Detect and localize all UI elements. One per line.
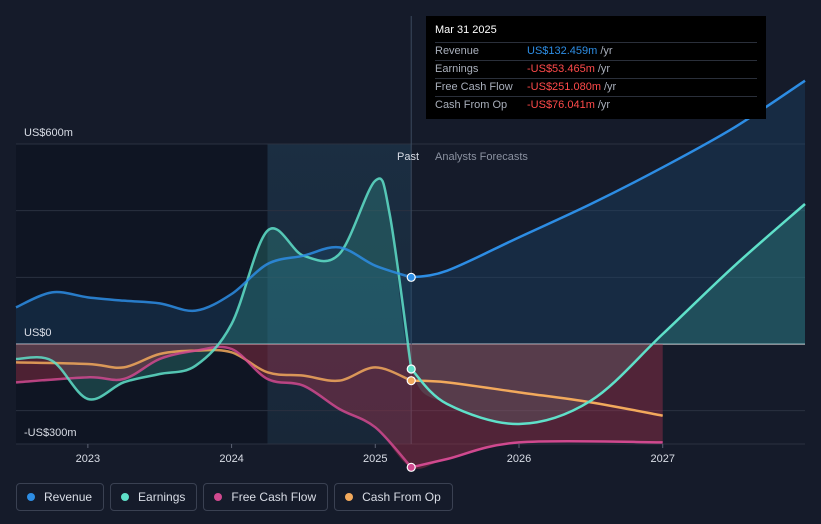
- y-label-top: US$600m: [24, 127, 73, 139]
- tooltip-unit: /yr: [597, 99, 611, 111]
- tooltip-row-cash-from-op: Cash From Op -US$76.041m /yr: [435, 96, 757, 114]
- tooltip-unit: /yr: [604, 81, 617, 93]
- tooltip-row-earnings: Earnings -US$53.465m /yr: [435, 60, 757, 78]
- tooltip-row-free-cash-flow: Free Cash Flow -US$251.080m /yr: [435, 78, 757, 96]
- tooltip-unit: /yr: [597, 63, 611, 75]
- tooltip-value: -US$76.041m: [527, 99, 595, 111]
- legend-item-free-cash-flow[interactable]: Free Cash Flow: [203, 483, 329, 511]
- highlight-region: [267, 144, 412, 444]
- tooltip-label: Cash From Op: [435, 99, 508, 111]
- legend-item-earnings[interactable]: Earnings: [110, 483, 198, 511]
- earnings-area: [16, 178, 805, 425]
- tooltip-value: -US$251.080m: [527, 81, 601, 93]
- legend-item-cash-from-op[interactable]: Cash From Op: [334, 483, 453, 511]
- legend-dot-icon: [214, 493, 223, 501]
- earnings-line-forecast: [410, 203, 806, 426]
- legend-label: Earnings: [138, 490, 186, 504]
- past-label: Past: [397, 151, 419, 163]
- legend-dot-icon: [345, 493, 354, 501]
- legend-label: Cash From Op: [362, 490, 441, 504]
- tooltip: Mar 31 2025 Revenue US$132.459m /yr Earn…: [426, 16, 766, 119]
- legend-dot-icon: [121, 493, 130, 501]
- tooltip-row-revenue: Revenue US$132.459m /yr: [435, 42, 757, 60]
- x-tick-label: 2027: [650, 453, 674, 465]
- free-cash-flow-line-past: [15, 345, 413, 469]
- free-cash-flow-area: [16, 344, 663, 469]
- x-tick-label: 2026: [507, 453, 531, 465]
- free-cash-flow-line-forecast: [410, 439, 663, 469]
- x-tick-label: 2024: [219, 453, 243, 465]
- cash-from-op-line-forecast: [411, 379, 663, 417]
- y-label-zero: US$0: [24, 327, 52, 339]
- tooltip-unit: /yr: [600, 45, 613, 57]
- legend-dot-icon: [27, 493, 35, 501]
- tooltip-value: US$132.459m: [527, 45, 598, 57]
- revenue-line-forecast: [410, 79, 806, 279]
- y-label-bottom: -US$300m: [24, 427, 77, 439]
- tooltip-label: Revenue: [435, 45, 480, 57]
- chart-area: US$600m US$0 -US$300m Past Analysts Fore…: [15, 16, 806, 472]
- cash-from-op-marker: [406, 376, 416, 386]
- legend: Revenue Earnings Free Cash Flow Cash Fro…: [16, 483, 453, 511]
- legend-item-revenue[interactable]: Revenue: [16, 483, 105, 511]
- tooltip-date: Mar 31 2025: [435, 24, 497, 36]
- tooltip-label: Free Cash Flow: [435, 81, 513, 93]
- earnings-marker: [406, 364, 416, 374]
- forecast-label: Analysts Forecasts: [435, 151, 528, 163]
- legend-label: Revenue: [44, 490, 93, 504]
- x-tick-label: 2023: [76, 453, 100, 465]
- cash-from-op-line-past: [15, 348, 412, 383]
- revenue-area: [16, 80, 805, 345]
- revenue-marker: [406, 272, 416, 282]
- tooltip-value: -US$53.465m: [527, 63, 595, 75]
- x-tick-label: 2025: [363, 453, 387, 465]
- revenue-line-past: [15, 245, 412, 313]
- free-cash-flow-marker: [406, 462, 416, 472]
- earnings-line-past: [15, 177, 413, 401]
- tooltip-label: Earnings: [435, 63, 479, 75]
- legend-label: Free Cash Flow: [231, 490, 317, 504]
